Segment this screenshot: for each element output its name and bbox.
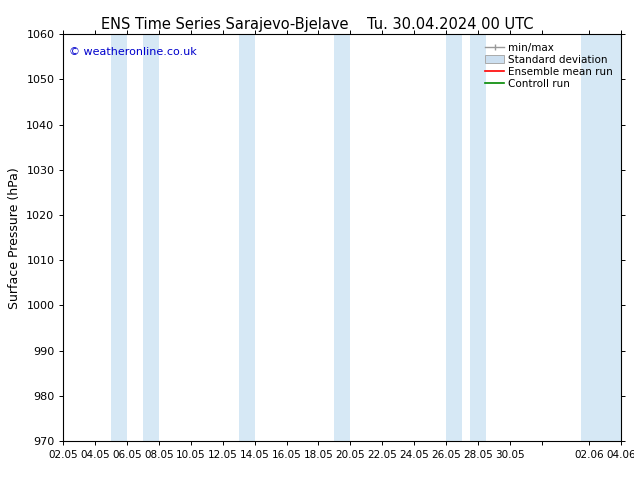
Bar	[239, 34, 255, 441]
Y-axis label: Surface Pressure (hPa): Surface Pressure (hPa)	[8, 167, 21, 309]
Legend: min/max, Standard deviation, Ensemble mean run, Controll run: min/max, Standard deviation, Ensemble me…	[482, 40, 616, 92]
Bar	[334, 34, 351, 441]
Bar	[446, 34, 462, 441]
Bar	[143, 34, 159, 441]
Text: © weatheronline.co.uk: © weatheronline.co.uk	[69, 47, 197, 56]
Bar	[581, 34, 621, 441]
Bar	[470, 34, 486, 441]
Text: ENS Time Series Sarajevo-Bjelave    Tu. 30.04.2024 00 UTC: ENS Time Series Sarajevo-Bjelave Tu. 30.…	[101, 17, 533, 32]
Bar	[111, 34, 127, 441]
